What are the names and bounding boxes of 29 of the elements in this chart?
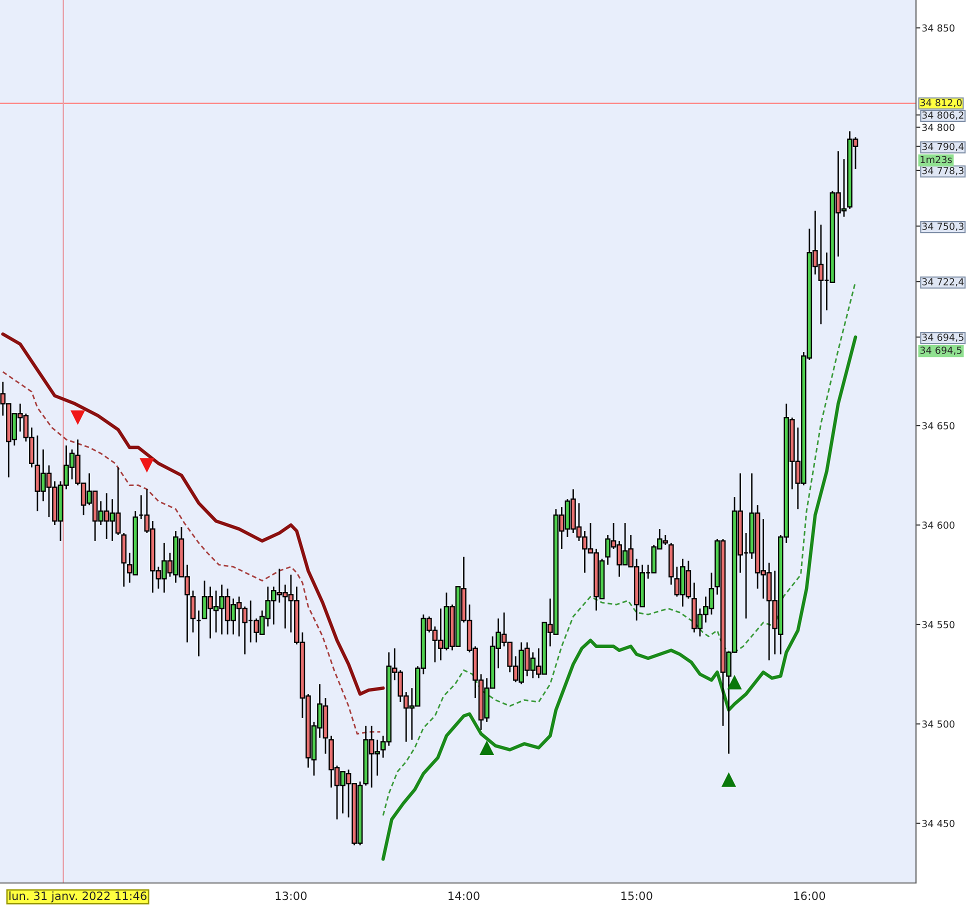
y-tick-label: 34 850 <box>922 24 954 32</box>
candlestick <box>190 590 196 634</box>
y-tick-label: 34 694,5 <box>922 334 964 342</box>
y-tick-label: 34 450 <box>922 820 954 828</box>
y-tick-label: 34 750,3 <box>922 222 964 231</box>
x-tick-label: 15:00 <box>621 892 652 900</box>
y-tick-label: 34 790,4 <box>922 142 964 152</box>
x-tick-label: 14:00 <box>448 892 480 900</box>
y-tick-label: 34 550 <box>922 620 954 628</box>
y-tick-label: 34 800 <box>922 124 954 132</box>
x-tick-label: 13:00 <box>276 892 307 900</box>
y-tick-label: 34 600 <box>922 522 954 529</box>
point <box>70 410 86 425</box>
text: 1m23s <box>920 156 952 164</box>
line-series <box>2 371 381 735</box>
y-tick-label: 34 806,2 <box>922 111 964 120</box>
y-tick-label: 34 500 <box>922 720 954 728</box>
point <box>140 458 154 473</box>
point <box>480 740 494 756</box>
point <box>721 772 736 787</box>
line-series <box>381 335 858 861</box>
point <box>727 674 742 690</box>
ref-line-label: 34 812,0 <box>920 98 962 108</box>
x-tick-label: 16:00 <box>794 892 826 900</box>
y-tick-label: 34 722,4 <box>922 278 964 286</box>
y-tick-label: 34 778,3 <box>922 166 964 176</box>
line-series <box>1 332 385 696</box>
x-tick-label: lun. 31 janv. 2022 11:46 <box>9 891 146 902</box>
y-tick-label: 34 650 <box>922 422 954 430</box>
